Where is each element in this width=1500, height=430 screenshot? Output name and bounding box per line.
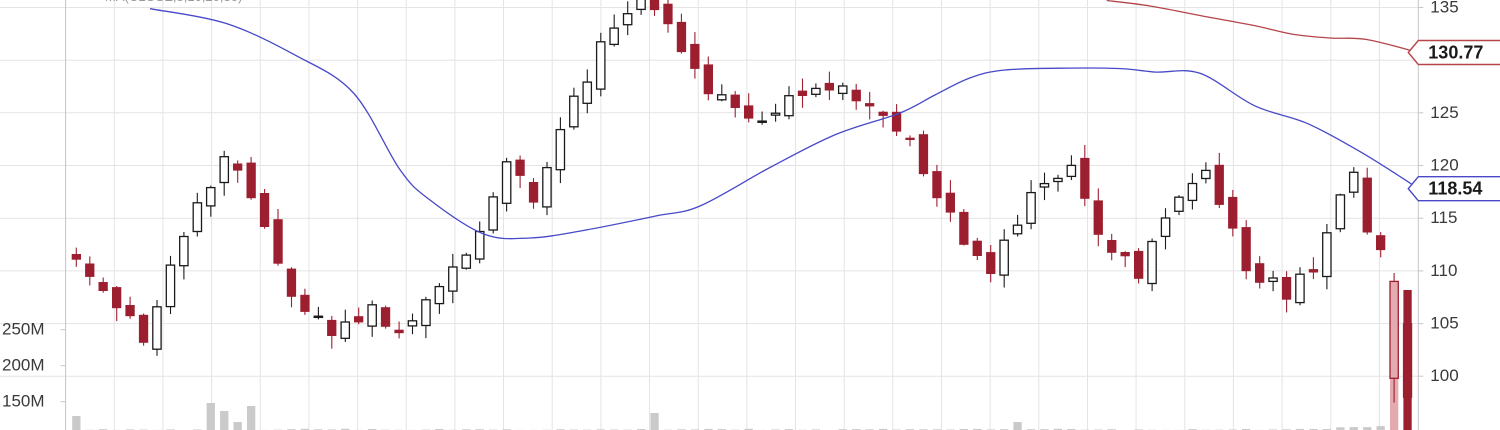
svg-text:125: 125 xyxy=(1430,103,1458,122)
svg-text:135: 135 xyxy=(1430,0,1458,17)
svg-text:250M: 250M xyxy=(2,320,45,339)
svg-text:118.54: 118.54 xyxy=(1428,179,1482,199)
svg-text:MA(CLOSE,5,10,20,30): MA(CLOSE,5,10,20,30) xyxy=(105,0,242,4)
svg-text:115: 115 xyxy=(1430,208,1457,227)
svg-text:130.77: 130.77 xyxy=(1428,43,1483,63)
svg-text:200M: 200M xyxy=(2,356,45,375)
svg-text:150M: 150M xyxy=(2,392,45,411)
svg-text:120: 120 xyxy=(1430,156,1458,175)
svg-text:110: 110 xyxy=(1430,261,1457,280)
svg-text:105: 105 xyxy=(1430,314,1458,333)
svg-text:100: 100 xyxy=(1430,366,1458,385)
